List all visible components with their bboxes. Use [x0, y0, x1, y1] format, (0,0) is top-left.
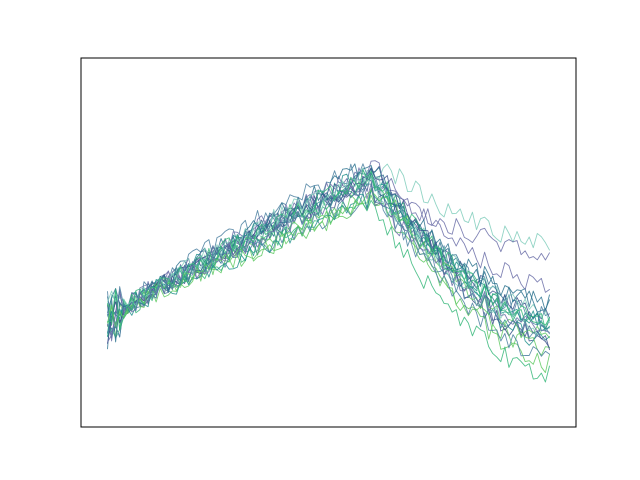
series-lines-group: [107, 160, 550, 383]
series-line-23: [107, 183, 550, 339]
series-line-24: [107, 169, 550, 331]
axes-frame: [80, 57, 577, 428]
series-line-20: [107, 163, 550, 314]
series-line-12: [107, 164, 550, 350]
series-line-21: [107, 167, 550, 337]
